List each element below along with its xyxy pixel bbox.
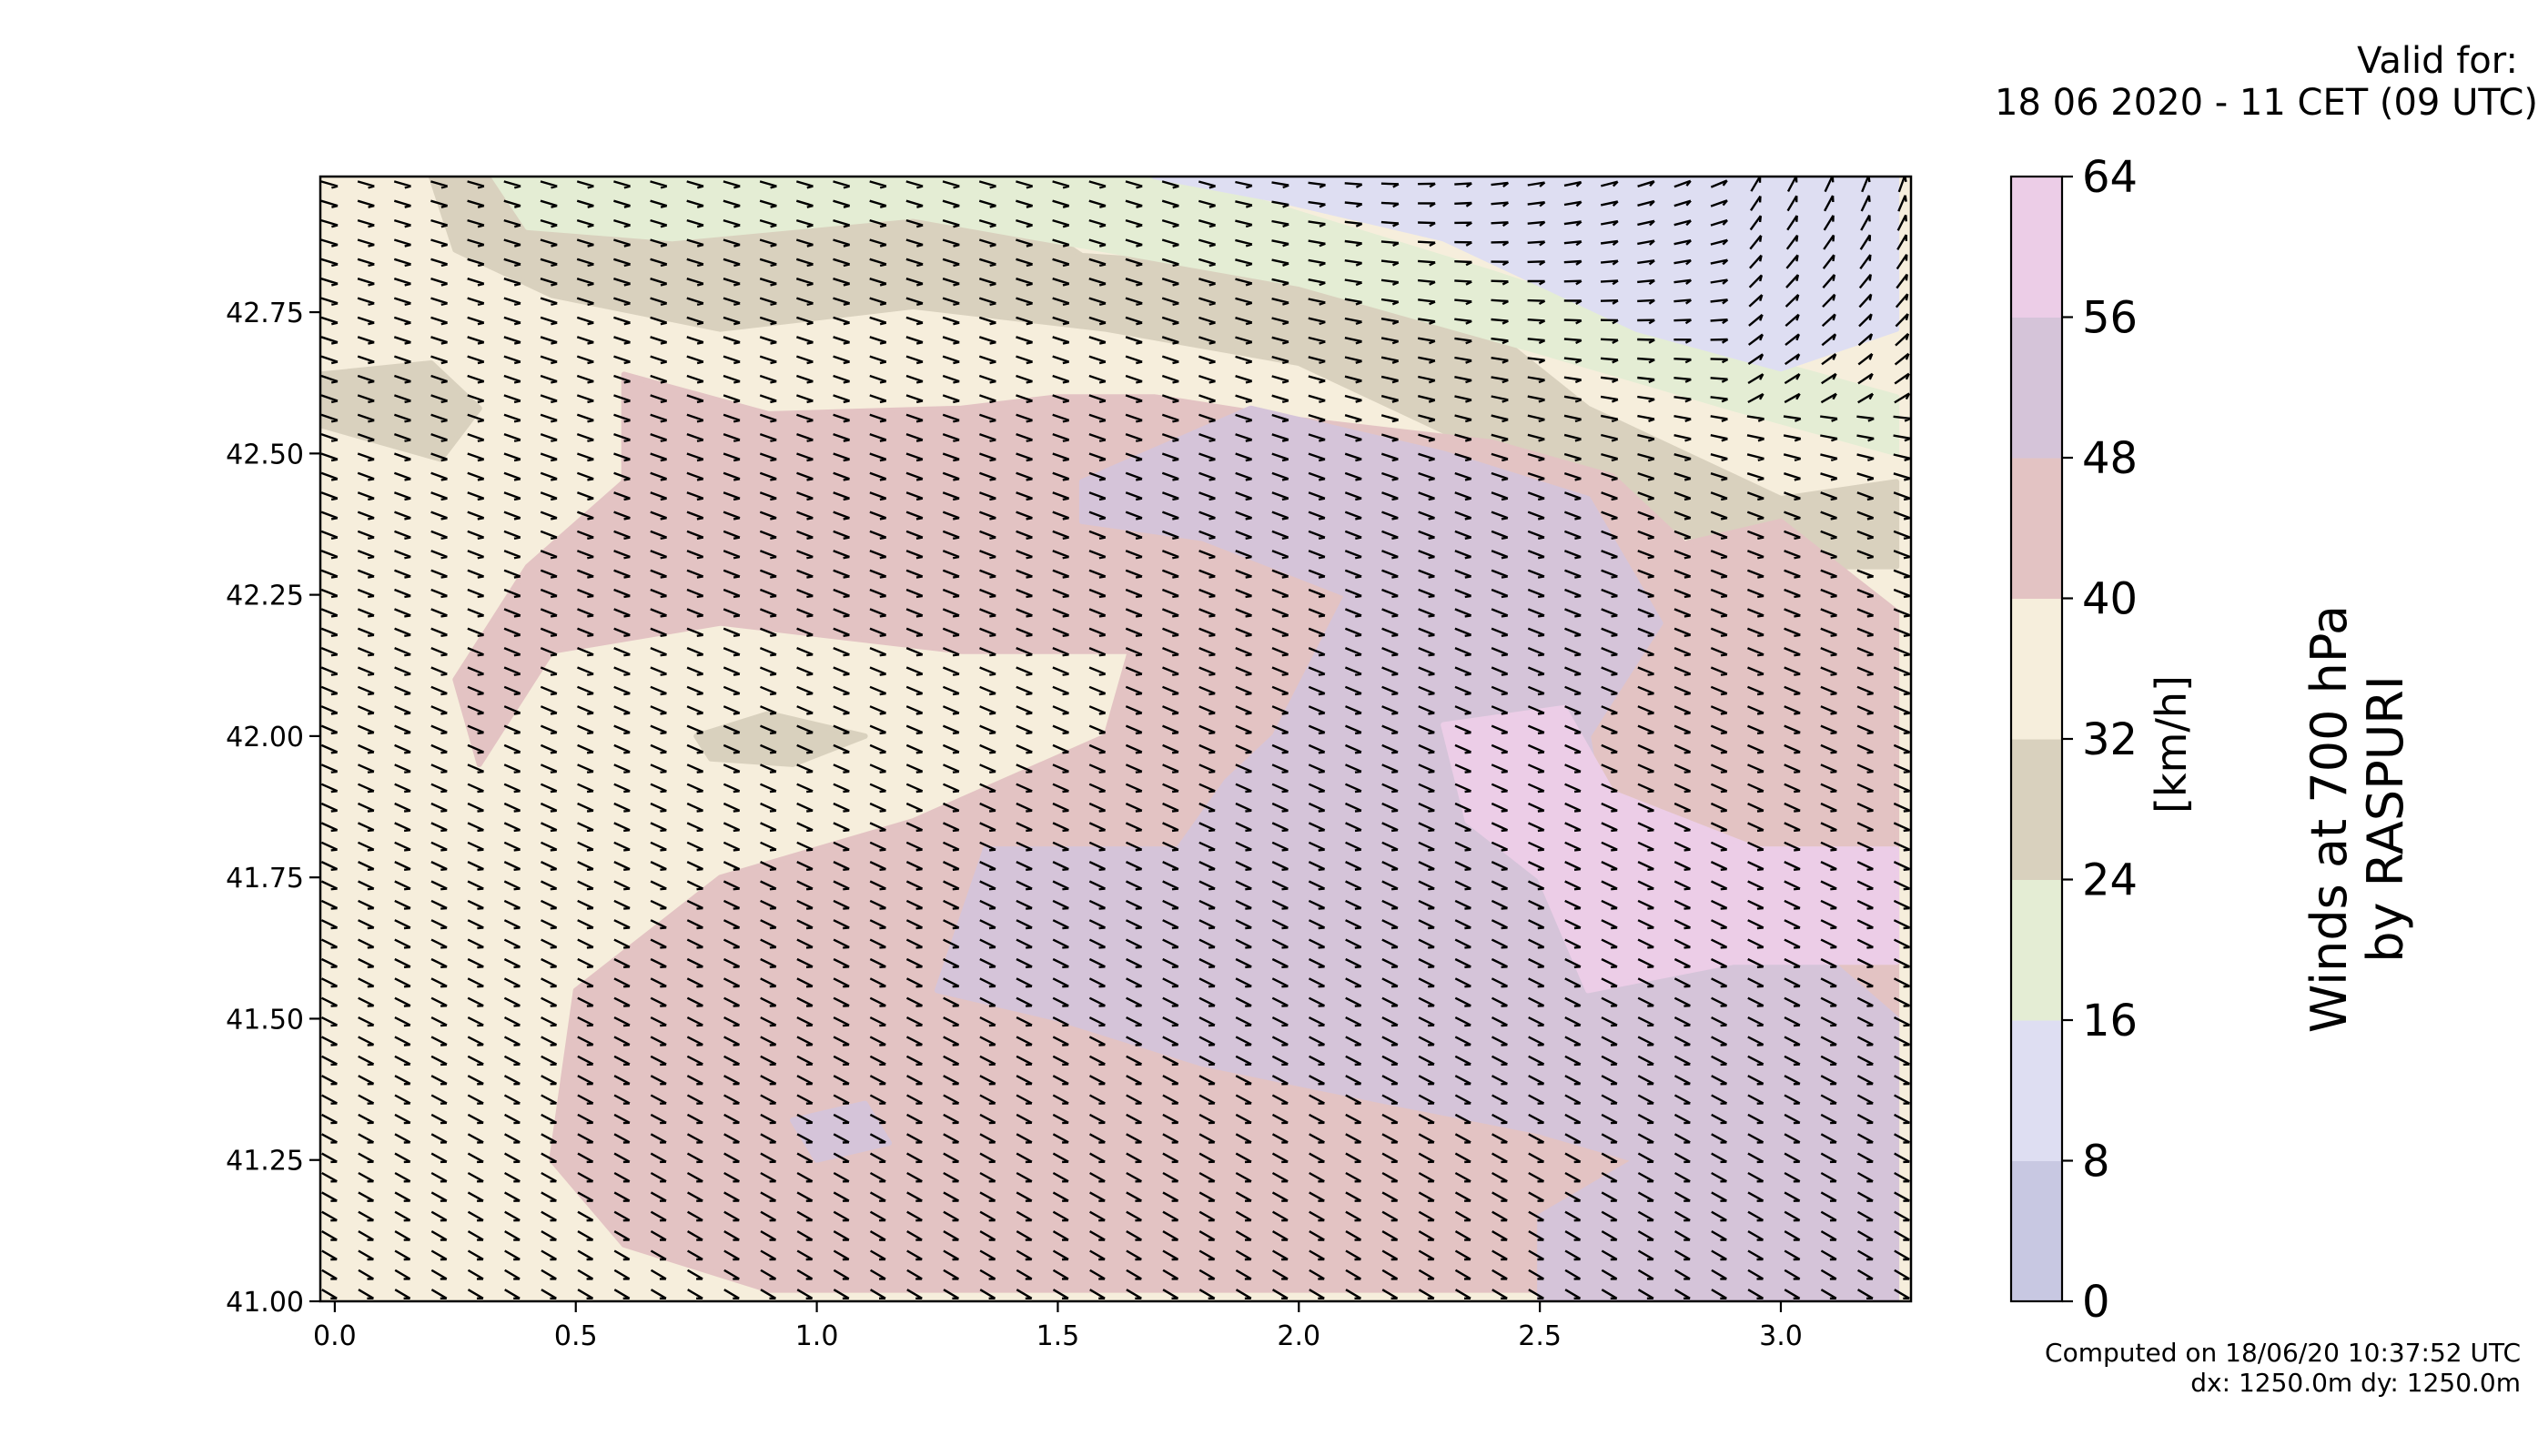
colorbar-segment [2011,177,2062,318]
y-tick-label: 41.25 [226,1146,304,1178]
x-tick-label: 3.0 [1759,1320,1803,1352]
wind-region-9 [1441,704,1900,994]
y-tick-label: 41.75 [226,863,304,895]
x-axis: 0.0 0.5 1.0 1.5 2.0 2.5 3.0 [313,1301,1803,1352]
wind-vector-field [320,177,1911,1299]
wind-speed-regions [320,177,1911,1301]
colorbar-tick-label: 64 [2082,152,2138,203]
colorbar-tick-label: 24 [2082,855,2138,906]
colorbar-tick-label: 56 [2082,293,2138,344]
y-tick-label: 42.25 [226,581,304,612]
x-tick-label: 2.5 [1518,1320,1562,1352]
x-tick-label: 2.0 [1277,1320,1320,1352]
colorbar-segment [2011,1020,2062,1161]
x-tick-label: 1.5 [1036,1320,1080,1352]
x-tick-label: 1.0 [795,1320,839,1352]
colorbar-segment [2011,458,2062,599]
computed-timestamp: Computed on 18/06/20 10:37:52 UTC [2045,1338,2521,1368]
colorbar-tick-label: 16 [2082,996,2138,1046]
colorbar-tick-label: 8 [2082,1137,2110,1188]
colorbar-segment [2011,879,2062,1021]
wind-arrows [320,177,1911,1299]
x-tick-label: 0.0 [313,1320,357,1352]
colorbar-tick-label: 32 [2082,714,2138,765]
y-tick-label: 41.00 [226,1287,304,1319]
grid-resolution: dx: 1250.0m dy: 1250.0m [2190,1368,2521,1398]
colorbar-tick-label: 48 [2082,433,2138,484]
y-tick-label: 41.50 [226,1004,304,1036]
colorbar-segment [2011,317,2062,459]
valid-date: 18 06 2020 - 11 CET (09 UTC) [1995,82,2538,124]
plot-frame [318,175,1913,1303]
wind-region-8 [790,1100,892,1163]
colorbar-segment [2011,739,2062,880]
valid-for-label: Valid for: [2357,40,2518,82]
chart-title-line: by RASPURI [2357,675,2414,962]
colorbar-label: [km/h] [2147,675,2196,814]
y-tick-label: 42.50 [226,439,304,470]
colorbar-segment [2011,1160,2062,1302]
colorbar-tick-label: 0 [2082,1277,2110,1328]
wind-region-7 [935,405,1900,1301]
colorbar-tick-label: 40 [2082,574,2138,625]
colorbar: 0 8 16 24 32 40 48 56 64 [2009,152,2138,1328]
colorbar-segment [2011,598,2062,740]
y-tick-label: 42.00 [226,722,304,753]
y-axis: 41.00 41.25 41.50 41.75 42.00 42.25 42.50 42.75 [226,298,320,1319]
chart-title: Winds at 700 hPa by RASPURI [2300,605,2414,1033]
y-tick-label: 42.75 [226,298,304,329]
x-tick-label: 0.5 [554,1320,598,1352]
chart-title-line: Winds at 700 hPa [2300,605,2358,1033]
